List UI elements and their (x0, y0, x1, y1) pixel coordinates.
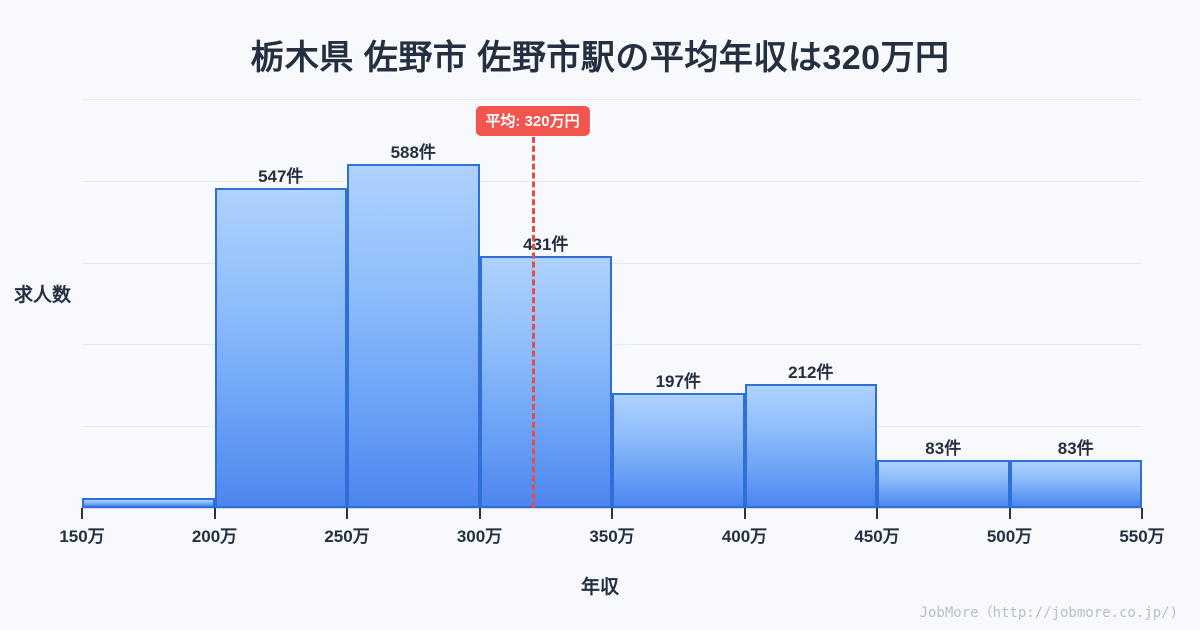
x-axis-label: 年収 (580, 577, 619, 598)
x-tick-mark (743, 508, 746, 519)
histogram-bar (214, 188, 347, 508)
x-tick-mark (213, 508, 216, 519)
x-tick-mark (1141, 508, 1143, 519)
chart-title: 栃木県 佐野市 佐野市駅の平均年収は320万円 (250, 39, 950, 77)
x-tick-label: 350万 (589, 527, 635, 546)
x-tick-label: 250万 (324, 527, 370, 546)
y-axis-label: 求人数 (14, 285, 72, 306)
x-tick-mark (876, 508, 878, 519)
histogram-bar (82, 498, 215, 508)
x-tick-mark (81, 508, 83, 519)
bar-value-label: 547件 (258, 167, 304, 187)
average-badge: 平均: 320万円 (475, 106, 590, 136)
bar-value-label: 588件 (390, 143, 436, 163)
x-tick-mark (346, 508, 348, 519)
x-tick-label: 500万 (986, 527, 1033, 546)
x-tick-mark (1008, 508, 1011, 519)
histogram-bar (744, 384, 877, 508)
x-tick-label: 200万 (191, 527, 238, 546)
x-tick-label: 450万 (854, 527, 900, 546)
average-line (531, 128, 535, 508)
histogram-bar (347, 164, 480, 508)
x-tick-label: 400万 (721, 527, 768, 546)
x-tick-mark (478, 508, 481, 519)
x-tick-label: 150万 (59, 527, 105, 546)
gridline (82, 181, 1142, 182)
histogram-bar (479, 256, 612, 508)
x-tick-label: 300万 (456, 527, 503, 546)
x-tick-mark (611, 508, 613, 519)
footer-watermark: JobMore（http://jobmore.co.jp/) (919, 605, 1178, 621)
bar-value-label: 212件 (788, 363, 834, 383)
bar-value-label: 197件 (655, 371, 701, 391)
gridline (82, 263, 1142, 264)
gridline (82, 344, 1142, 345)
gridline (82, 99, 1142, 100)
histogram-bar (877, 459, 1010, 508)
bar-value-label: 83件 (1057, 438, 1094, 458)
bar-value-label: 83件 (925, 438, 962, 458)
histogram-bar (1009, 459, 1142, 508)
x-tick-label: 550万 (1119, 527, 1165, 546)
histogram-bar (612, 392, 745, 508)
bar-value-label: 431件 (523, 235, 569, 255)
